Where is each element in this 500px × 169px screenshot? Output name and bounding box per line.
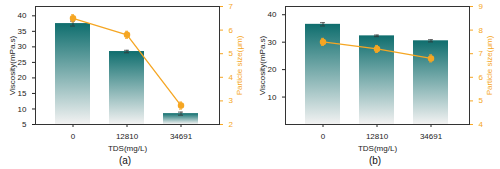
svg-text:12810: 12810 <box>366 132 389 141</box>
svg-text:0: 0 <box>71 132 76 141</box>
svg-text:Particle size(μm): Particle size(μm) <box>235 35 244 95</box>
svg-text:TDS(mg/L): TDS(mg/L) <box>108 144 147 153</box>
svg-text:7: 7 <box>229 2 234 11</box>
svg-text:10: 10 <box>268 93 277 102</box>
svg-text:25: 25 <box>18 58 27 67</box>
svg-text:4: 4 <box>229 73 234 82</box>
svg-text:7: 7 <box>479 49 484 58</box>
svg-text:5: 5 <box>229 49 234 58</box>
svg-text:9: 9 <box>479 2 484 11</box>
svg-text:35: 35 <box>18 27 27 36</box>
html-text:(b): (b) <box>368 155 382 166</box>
svg-text:34691: 34691 <box>170 132 193 141</box>
svg-text:12810: 12810 <box>116 132 139 141</box>
svg-text:5: 5 <box>22 120 27 129</box>
svg-text:TDS(mg/L): TDS(mg/L) <box>358 144 397 153</box>
svg-text:8: 8 <box>479 26 484 35</box>
svg-text:40: 40 <box>18 11 27 20</box>
svg-text:10: 10 <box>18 105 27 114</box>
svg-text:40: 40 <box>268 10 277 19</box>
svg-text:3: 3 <box>229 96 234 105</box>
svg-text:34691: 34691 <box>420 132 443 141</box>
svg-text:6: 6 <box>479 73 484 82</box>
svg-text:30: 30 <box>268 38 277 47</box>
svg-text:4: 4 <box>479 120 484 129</box>
svg-text:0: 0 <box>321 132 326 141</box>
svg-text:Viscosity(mPa.s): Viscosity(mPa.s) <box>8 35 17 95</box>
svg-text:30: 30 <box>18 42 27 51</box>
svg-text:2: 2 <box>229 120 234 129</box>
svg-text:Particle size(μm): Particle size(μm) <box>485 35 494 95</box>
svg-text:6: 6 <box>229 26 234 35</box>
svg-text:Viscosity(mPa.s): Viscosity(mPa.s) <box>258 35 267 95</box>
svg-text:20: 20 <box>18 73 27 82</box>
svg-text:15: 15 <box>18 89 27 98</box>
html-text:(a): (a) <box>118 155 132 166</box>
svg-text:5: 5 <box>479 96 484 105</box>
svg-text:20: 20 <box>268 65 277 74</box>
